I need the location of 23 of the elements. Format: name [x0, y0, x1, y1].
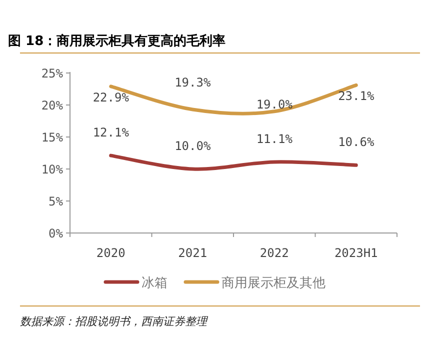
- y-tick-label: 5%: [48, 194, 64, 208]
- y-tick-label: 10%: [41, 162, 64, 176]
- data-label: 10.6%: [338, 135, 375, 150]
- y-tick-label: 15%: [41, 130, 64, 144]
- x-tick-label: 2021: [178, 246, 208, 260]
- source-note: 数据来源：招股说明书，西南证券整理: [20, 315, 209, 328]
- legend-label: 冰箱: [142, 276, 168, 291]
- x-tick-label: 2022: [260, 246, 289, 260]
- y-tick-label: 20%: [41, 98, 64, 112]
- data-label: 11.1%: [256, 132, 294, 146]
- data-label: 12.1%: [92, 126, 130, 140]
- data-label: 10.0%: [174, 139, 212, 153]
- data-label: 19.3%: [174, 75, 212, 90]
- y-tick-label: 0%: [48, 226, 64, 240]
- data-label: 19.0%: [256, 97, 294, 112]
- x-tick-label: 2023H1: [334, 246, 378, 260]
- chart-title: 图 18：商用展示柜具有更高的毛利率: [8, 33, 226, 49]
- x-tick-label: 2020: [96, 246, 126, 260]
- data-label: 23.1%: [338, 89, 375, 104]
- line-series: [109, 154, 358, 171]
- y-tick-label: 25%: [41, 66, 64, 80]
- legend-label: 商用展示柜及其他: [222, 276, 326, 291]
- data-label: 22.9%: [92, 90, 130, 104]
